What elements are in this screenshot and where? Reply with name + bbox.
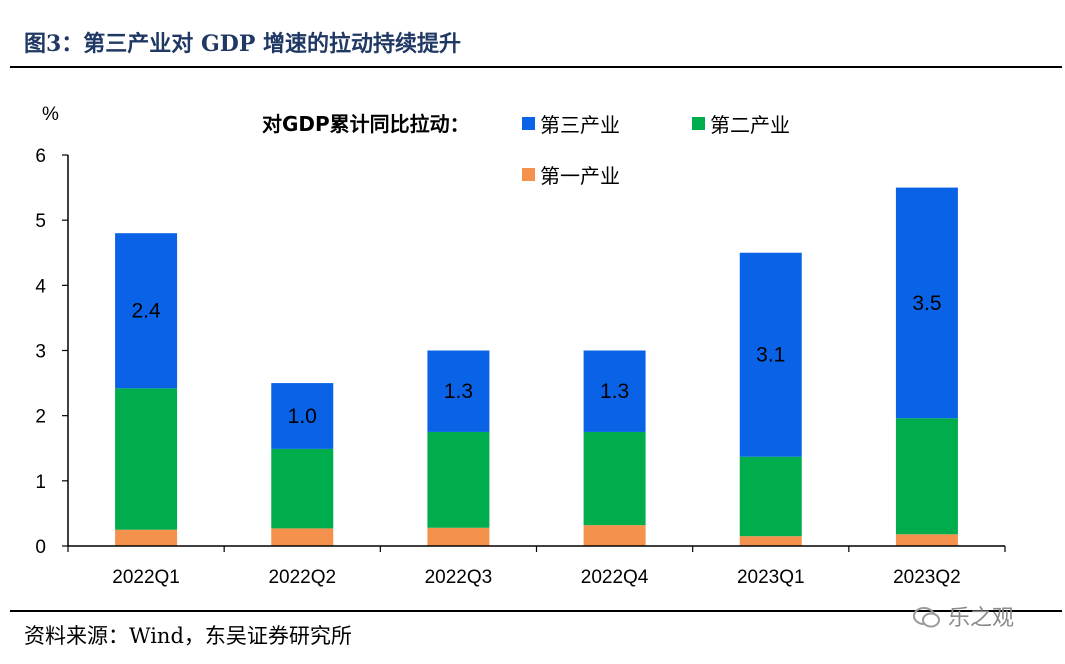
x-tick-label-2022Q2: 2022Q2: [268, 567, 336, 588]
x-tick-label-2022Q1: 2022Q1: [112, 567, 180, 588]
x-tick-label-2023Q1: 2023Q1: [737, 567, 805, 588]
data-label-2022Q4: 1.3: [600, 380, 629, 403]
figure-title: 图3：第三产业对 GDP 增速的拉动持续提升: [24, 31, 462, 57]
bar-2022Q1-第二产业: [115, 388, 178, 530]
data-label-2022Q1: 2.4: [131, 300, 161, 323]
data-label-2022Q2: 1.0: [288, 405, 317, 428]
watermark-text: 乐之观: [948, 606, 1015, 631]
legend-label-第一产业: 第一产业: [540, 164, 620, 188]
x-tick-label-2023Q2: 2023Q2: [893, 567, 961, 588]
y-tick-label-4: 4: [35, 276, 46, 297]
bar-2023Q2-第三产业: [895, 187, 958, 419]
data-label-2023Q1: 3.1: [756, 344, 785, 367]
x-tick-label-2022Q4: 2022Q4: [581, 567, 649, 588]
data-label-2023Q2: 3.5: [912, 292, 941, 315]
bar-2023Q1-第二产业: [739, 456, 802, 537]
bottom-rule: [10, 610, 1062, 612]
bar-2023Q2-第一产业: [895, 534, 958, 546]
bar-2022Q2-第二产业: [271, 448, 334, 529]
data-labels-group: 2.4 1.0 1.3 1.3 3.1 3.5: [131, 292, 941, 428]
bar-2022Q1-第三产业: [115, 233, 178, 389]
bar-2022Q3-第一产业: [427, 527, 490, 546]
legend-label-第三产业: 第三产业: [540, 113, 620, 137]
y-tick-label-3: 3: [35, 342, 46, 363]
data-label-2022Q3: 1.3: [444, 380, 473, 403]
bar-2022Q4-第二产业: [583, 431, 646, 526]
y-tick-label-0: 0: [35, 537, 46, 558]
y-tick-label-5: 5: [35, 211, 46, 232]
bar-2022Q2-第三产业: [271, 383, 334, 449]
bar-2023Q2-第二产业: [895, 418, 958, 535]
y-tick-label-2: 2: [35, 407, 46, 428]
stacked-bar-chart: % 2.41.01.3 1.33.13.5 2022Q1 2022Q2 2022Q3 2…: [35, 104, 1006, 588]
legend-label-第二产业: 第二产业: [710, 113, 790, 137]
axes-group: 2022Q1 2022Q2 2022Q3 2022Q4 2023Q1 2023Q2 0 1 2 3…: [35, 146, 1006, 588]
bar-2023Q1-第三产业: [739, 252, 802, 457]
y-tick-label-6: 6: [35, 146, 46, 167]
legend-swatch-第二产业: [692, 117, 705, 130]
top-rule: [10, 66, 1062, 68]
bar-2022Q4-第一产业: [583, 525, 646, 546]
x-tick-label-2022Q3: 2022Q3: [425, 567, 493, 588]
bars-group: [115, 187, 958, 546]
bar-2022Q4-第三产业: [583, 350, 646, 432]
bar-2022Q1-第一产业: [115, 529, 178, 546]
bar-2023Q1-第一产业: [739, 536, 802, 546]
legend-title: 对GDP累计同比拉动：: [262, 112, 470, 136]
bar-2022Q2-第一产业: [271, 528, 334, 546]
bar-2022Q3-第三产业: [427, 350, 490, 432]
y-tick-label-1: 1: [35, 472, 46, 493]
y-axis-unit-label: %: [42, 104, 59, 125]
bar-2022Q3-第二产业: [427, 431, 490, 528]
legend-swatch-第一产业: [522, 168, 535, 181]
legend-swatch-第三产业: [522, 117, 535, 130]
source-note: 资料来源：Wind，东吴证券研究所: [24, 624, 352, 648]
wechat-icon: [913, 607, 940, 628]
